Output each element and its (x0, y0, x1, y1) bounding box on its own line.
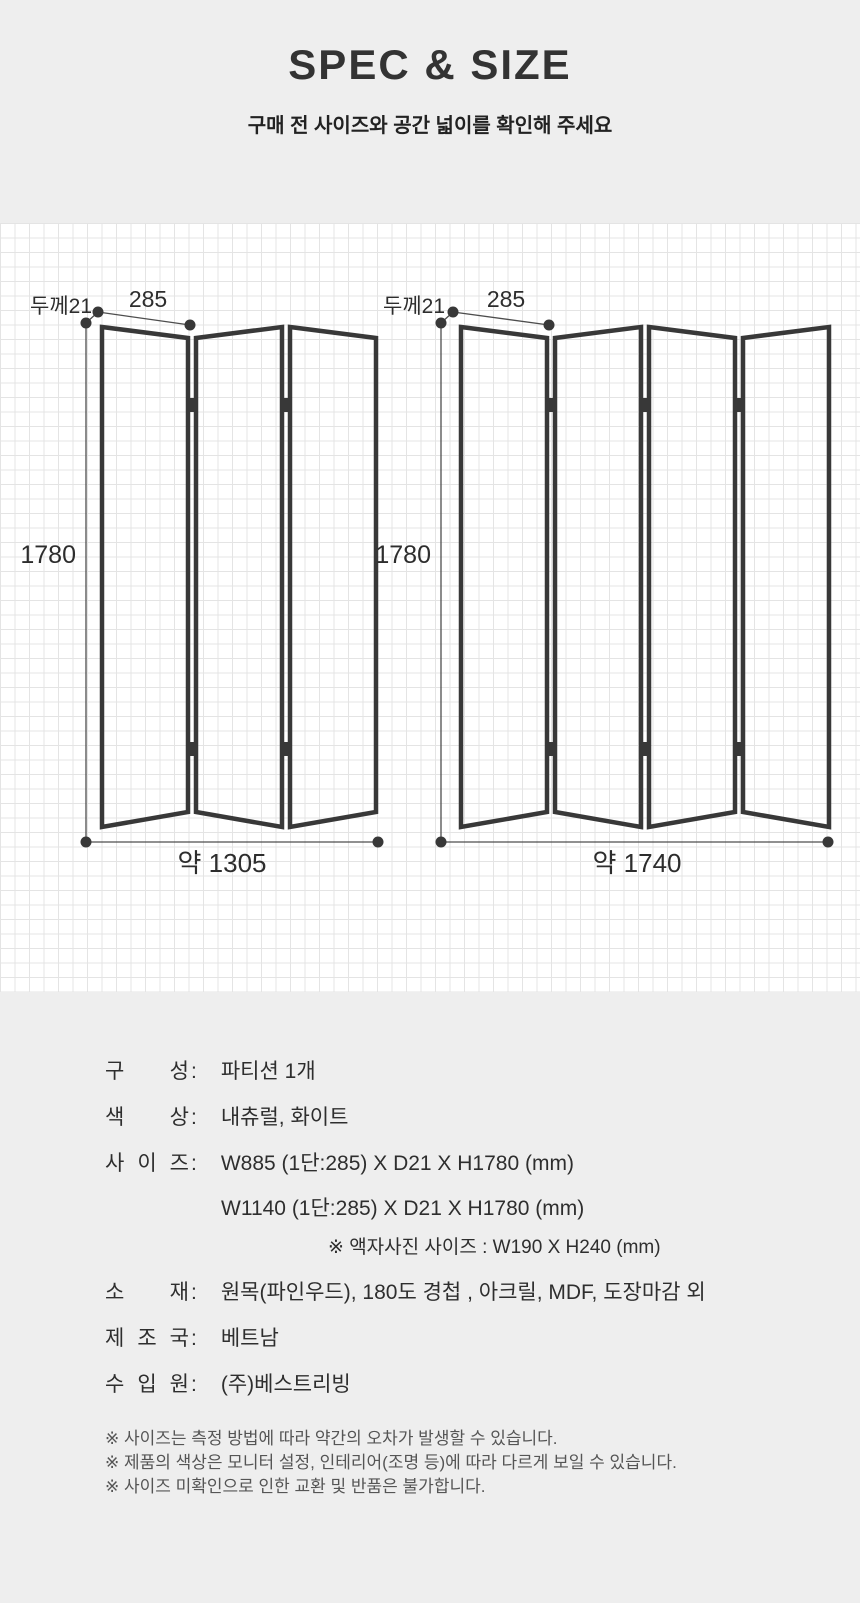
spec-row-importer: 수 입 원 : (주)베스트리빙 (105, 1373, 860, 1397)
spec-label: 사 이 즈 (105, 1152, 189, 1175)
spec-label: 제 조 국 (105, 1327, 189, 1350)
spec-colon: : (191, 1327, 197, 1350)
dimension-dot (80, 317, 92, 329)
spec-label: 구 성 (105, 1060, 189, 1083)
dimension-dot (447, 306, 459, 318)
hinge (639, 398, 651, 412)
page-subtitle: 구매 전 사이즈와 공간 넓이를 확인해 주세요 (247, 115, 613, 137)
dimension-dot (80, 836, 92, 848)
panel-width-label: 285 (129, 286, 167, 312)
height-label: 1780 (20, 541, 76, 569)
hinge (545, 398, 557, 412)
four-panel-screen-diagram: 두께21 285 1780 약 1740 (375, 286, 834, 878)
dimension-dot (543, 319, 555, 331)
footnote: ※ 사이즈는 측정 방법에 따라 약간의 오차가 발생할 수 있습니다. (105, 1429, 558, 1448)
spec-row-size: 사 이 즈 : W885 (1단:285) X D21 X H1780 (mm)… (105, 1152, 860, 1259)
dimension-line (452, 311, 550, 326)
total-width-label: 약 1305 (178, 848, 267, 878)
dimension-dot (92, 306, 104, 318)
spec-colon: : (191, 1060, 197, 1083)
hinge (639, 742, 651, 756)
screen-panel (287, 324, 379, 830)
spec-row-composition: 구 성 : 파티션 1개 (105, 1060, 860, 1084)
spec-value: W885 (1단:285) X D21 X H1780 (mm) (220, 1152, 574, 1175)
spec-colon: : (191, 1152, 197, 1175)
spec-colon: : (191, 1281, 197, 1304)
partition-diagrams: 두께21 285 1780 약 1305 (20, 286, 834, 878)
spec-row-color: 색 상 : 내츄럴, 화이트 (105, 1106, 860, 1130)
spec-row-size-line1: 사 이 즈 : W885 (1단:285) X D21 X H1780 (mm) (105, 1152, 860, 1176)
spec-value: 파티션 1개 (220, 1060, 316, 1083)
frame-photo-size-note: ※ 액자사진 사이즈 : W190 X H240 (mm) (328, 1237, 661, 1258)
spec-value: 원목(파인우드), 180도 경첩 , 아크릴, MDF, 도장마감 외 (220, 1281, 706, 1304)
spec-colon: : (191, 1106, 197, 1129)
spec-list: 구 성 : 파티션 1개 색 상 : 내츄럴, 화이트 사 이 즈 : W885… (0, 992, 860, 1397)
hinge (186, 398, 198, 412)
header: SPEC & SIZE 구매 전 사이즈와 공간 넓이를 확인해 주세요 (0, 0, 860, 223)
screen-panel (646, 324, 738, 830)
spec-value-line2: W1140 (1단:285) X D21 X H1780 (mm) (221, 1197, 585, 1220)
hinge (733, 398, 745, 412)
dimension-line (97, 311, 191, 326)
dimension-dot (184, 319, 196, 331)
spec-row-country: 제 조 국 : 베트남 (105, 1327, 860, 1351)
screen-panel (740, 324, 832, 830)
spec-value: 베트남 (220, 1327, 279, 1350)
spec-label: 수 입 원 (105, 1373, 189, 1396)
hinge (280, 398, 292, 412)
dimension-dot (435, 836, 447, 848)
footnotes: ※ 사이즈는 측정 방법에 따라 약간의 오차가 발생할 수 있습니다. ※ 제… (105, 1427, 860, 1499)
height-label: 1780 (375, 541, 431, 569)
screen-panel (552, 324, 644, 830)
footnote: ※ 제품의 색상은 모니터 설정, 인테리어(조명 등)에 따라 다르게 보일 … (105, 1453, 677, 1472)
dimension-dot (822, 836, 834, 848)
spec-label: 소 재 (105, 1281, 189, 1304)
panel-width-label: 285 (487, 286, 525, 312)
spec-colon: : (191, 1373, 197, 1396)
hinge (186, 742, 198, 756)
thickness-label: 두께21 (383, 295, 445, 318)
spec-value: 내츄럴, 화이트 (220, 1106, 349, 1129)
footnote: ※ 사이즈 미확인으로 인한 교환 및 반품은 불가합니다. (105, 1477, 486, 1496)
hinge (733, 742, 745, 756)
spec-row-material: 소 재 : 원목(파인우드), 180도 경첩 , 아크릴, MDF, 도장마감… (105, 1281, 860, 1305)
screen-panel (99, 324, 191, 830)
hinge (545, 742, 557, 756)
hinge (280, 742, 292, 756)
screen-panel (458, 324, 550, 830)
total-width-label: 약 1740 (593, 848, 682, 878)
three-panel-screen-diagram: 두께21 285 1780 약 1305 (20, 286, 384, 878)
dimension-dot (372, 836, 384, 848)
thickness-label: 두께21 (30, 295, 92, 318)
dimension-dot (435, 317, 447, 329)
page-title: SPEC & SIZE (288, 41, 572, 88)
spec-value: (주)베스트리빙 (220, 1373, 351, 1396)
screen-panel (193, 324, 285, 830)
spec-label: 색 상 (105, 1106, 189, 1129)
diagram-canvas: 두께21 285 1780 약 1305 (0, 223, 860, 992)
